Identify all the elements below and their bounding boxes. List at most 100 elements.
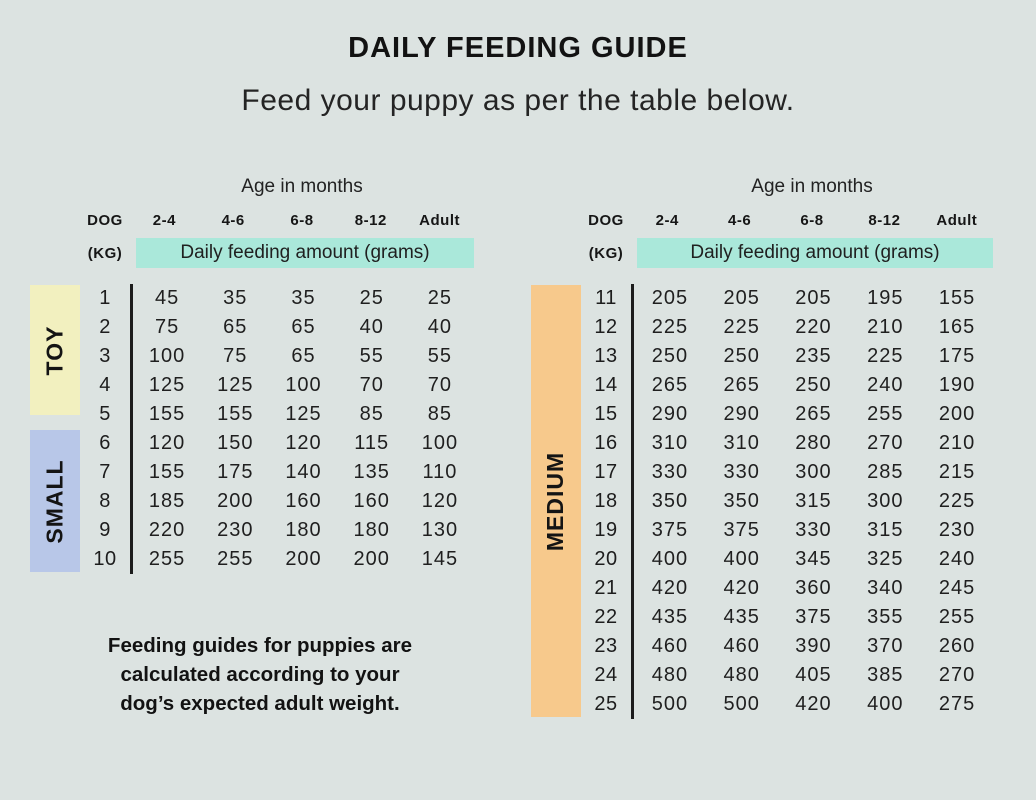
- dog-weight-kg: 10: [93, 548, 117, 570]
- dog-weight-kg: 16: [594, 432, 618, 454]
- age-columns: 2-4 4-6 6-8 8-12 Adult: [631, 212, 993, 229]
- feeding-amount: 240: [938, 548, 976, 570]
- feeding-amount: 125: [217, 374, 254, 396]
- age-column-label: 6-8: [800, 211, 824, 229]
- feeding-amount: 75: [154, 316, 180, 338]
- dog-weight-kg: 18: [594, 490, 618, 512]
- table-row: 16 310 310 280 270 210: [581, 429, 993, 458]
- feeding-amount: 240: [867, 374, 904, 396]
- feeding-table-toy-small: Age in months DOG 2-4 4-6 6-8 8-12 Adult (KG) Da…: [30, 170, 474, 574]
- age-header-row: Age in months: [30, 170, 474, 204]
- footnote-line: dog’s expected adult weight.: [120, 692, 400, 715]
- row-values: 185 200 160 160 120: [130, 487, 474, 516]
- feeding-amount: 390: [795, 635, 832, 657]
- size-band-small: SMALL: [30, 430, 80, 572]
- feeding-amount: 235: [795, 345, 832, 367]
- feeding-amount: 420: [651, 577, 689, 599]
- feeding-amount: 175: [938, 345, 976, 367]
- feeding-amount: 290: [723, 403, 760, 425]
- feeding-amount: 255: [148, 548, 186, 570]
- feeding-amount: 315: [867, 519, 904, 541]
- dog-weight-kg: 7: [99, 461, 111, 483]
- feeding-amount: 145: [421, 548, 459, 570]
- feeding-amount: 190: [938, 374, 976, 396]
- age-column-label: 4-6: [221, 211, 245, 229]
- row-values: 100 75 65 55 55: [130, 342, 474, 371]
- row-values: 265 265 250 240 190: [631, 371, 993, 400]
- feeding-amount: 400: [867, 693, 904, 715]
- feeding-amount: 435: [651, 606, 689, 628]
- table-row: 15 290 290 265 255 200: [581, 400, 993, 429]
- feeding-amount: 210: [867, 316, 904, 338]
- feeding-amount: 155: [938, 287, 976, 309]
- feeding-amount: 310: [723, 432, 760, 454]
- table-row: 18 350 350 315 300 225: [581, 487, 993, 516]
- feeding-amount: 480: [651, 664, 689, 686]
- dog-column-label: DOG: [588, 211, 624, 229]
- table-row: 14 265 265 250 240 190: [581, 371, 993, 400]
- age-in-months-label: Age in months: [751, 176, 873, 197]
- feeding-amount: 225: [938, 490, 976, 512]
- feeding-amount: 180: [353, 519, 390, 541]
- feeding-amount: 135: [353, 461, 390, 483]
- feeding-amount: 70: [427, 374, 453, 396]
- dog-weight-kg: 2: [99, 316, 111, 338]
- kg-column-label: (KG): [588, 244, 624, 262]
- dog-weight-kg: 3: [99, 345, 111, 367]
- feeding-amount: 220: [795, 316, 832, 338]
- row-values: 125 125 100 70 70: [130, 371, 474, 400]
- feeding-amount: 290: [651, 403, 689, 425]
- age-column-label: 8-12: [354, 211, 387, 229]
- feeding-amount: 100: [421, 432, 459, 454]
- table-row: 8 185 200 160 160 120: [80, 487, 474, 516]
- feeding-amount: 200: [285, 548, 322, 570]
- feeding-amount: 215: [938, 461, 976, 483]
- feeding-amount: 330: [795, 519, 832, 541]
- dog-weight-kg: 11: [595, 287, 617, 309]
- table-row: 13 250 250 235 225 175: [581, 342, 993, 371]
- size-band-label: SMALL: [41, 458, 68, 544]
- feeding-amount: 185: [148, 490, 186, 512]
- dog-weight-kg: 25: [594, 693, 618, 715]
- feeding-amount: 65: [223, 316, 248, 338]
- row-values: 45 35 35 25 25: [130, 284, 474, 313]
- feeding-amount: 500: [651, 693, 689, 715]
- dog-weight-kg: 23: [594, 635, 618, 657]
- age-columns: 2-4 4-6 6-8 8-12 Adult: [130, 212, 474, 229]
- feeding-amount: 35: [291, 287, 316, 309]
- feeding-amount: 300: [795, 461, 832, 483]
- feeding-amount: 460: [651, 635, 689, 657]
- row-values: 330 330 300 285 215: [631, 458, 993, 487]
- dog-weight-kg: 13: [594, 345, 618, 367]
- size-band-label: MEDIUM: [542, 451, 569, 551]
- row-values: 155 155 125 85 85: [130, 400, 474, 429]
- column-header-row: DOG 2-4 4-6 6-8 8-12 Adult: [30, 204, 474, 236]
- feeding-amount: 385: [867, 664, 904, 686]
- feeding-amount: 260: [938, 635, 976, 657]
- row-values: 400 400 345 325 240: [631, 545, 993, 574]
- dog-weight-kg: 21: [594, 577, 618, 599]
- feeding-amount: 500: [723, 693, 760, 715]
- age-column-label: Adult: [936, 211, 978, 229]
- feeding-amount: 155: [148, 403, 186, 425]
- feeding-amount: 370: [867, 635, 904, 657]
- feeding-amount: 325: [867, 548, 904, 570]
- feeding-amount: 270: [867, 432, 904, 454]
- feeding-amount: 360: [795, 577, 832, 599]
- feeding-amount: 70: [359, 374, 384, 396]
- daily-amount-banner: Daily feeding amount (grams): [637, 238, 993, 268]
- feeding-amount: 375: [723, 519, 760, 541]
- table-row: 24 480 480 405 385 270: [581, 661, 993, 690]
- size-band-toy: TOY: [30, 285, 80, 415]
- table-body: MEDIUM 11 205 205 205 195 155 12 225 225 220 210 165…: [531, 284, 993, 719]
- kg-column-label: (KG): [87, 244, 123, 262]
- row-values: 75 65 65 40 40: [130, 313, 474, 342]
- table-row: 20 400 400 345 325 240: [581, 545, 993, 574]
- row-values: 375 375 330 315 230: [631, 516, 993, 545]
- feeding-amount: 65: [291, 345, 316, 367]
- dog-weight-kg: 6: [99, 432, 111, 454]
- feeding-amount: 300: [867, 490, 904, 512]
- table-body: TOY 1 45 35 35 25 25 2 75 65 65 40 40 3 100 75 65 55 55 4 12…: [30, 284, 474, 574]
- table-row: 19 375 375 330 315 230: [581, 516, 993, 545]
